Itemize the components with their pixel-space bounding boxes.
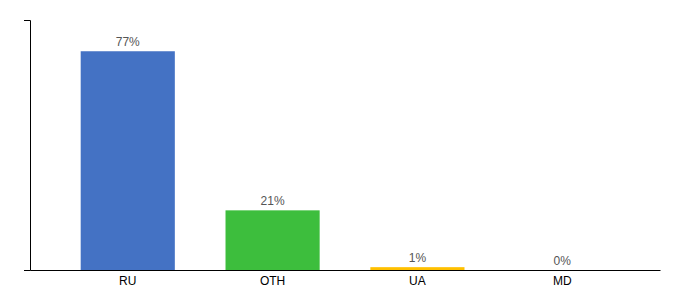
x-tick: OTH (260, 274, 285, 288)
data-label: 0% (554, 254, 572, 268)
x-tick-label: OTH (260, 274, 285, 288)
x-axis: RU OTH UA MD (31, 271, 661, 288)
x-tick-label: UA (409, 274, 426, 288)
bar (515, 270, 609, 271)
x-axis-line (31, 270, 661, 271)
x-tick-label: MD (553, 274, 572, 288)
x-tick-label: RU (119, 274, 136, 288)
chart: RU OTH UA MD 77% 21% 1% 0% (0, 0, 680, 300)
bar (226, 210, 320, 270)
data-label: 1% (409, 251, 427, 265)
x-tick: UA (409, 274, 426, 288)
data-label: 77% (116, 35, 140, 49)
data-label: 21% (261, 194, 285, 208)
data-labels: 77% 21% 1% 0% (116, 35, 572, 268)
bars (81, 51, 465, 270)
x-tick: RU (119, 274, 136, 288)
y-axis (24, 21, 31, 271)
bar (81, 51, 175, 270)
plot: RU OTH UA MD 77% 21% 1% 0% (24, 21, 661, 288)
x-tick: MD (553, 274, 572, 288)
y-axis-line (24, 21, 31, 271)
bar (370, 267, 464, 270)
